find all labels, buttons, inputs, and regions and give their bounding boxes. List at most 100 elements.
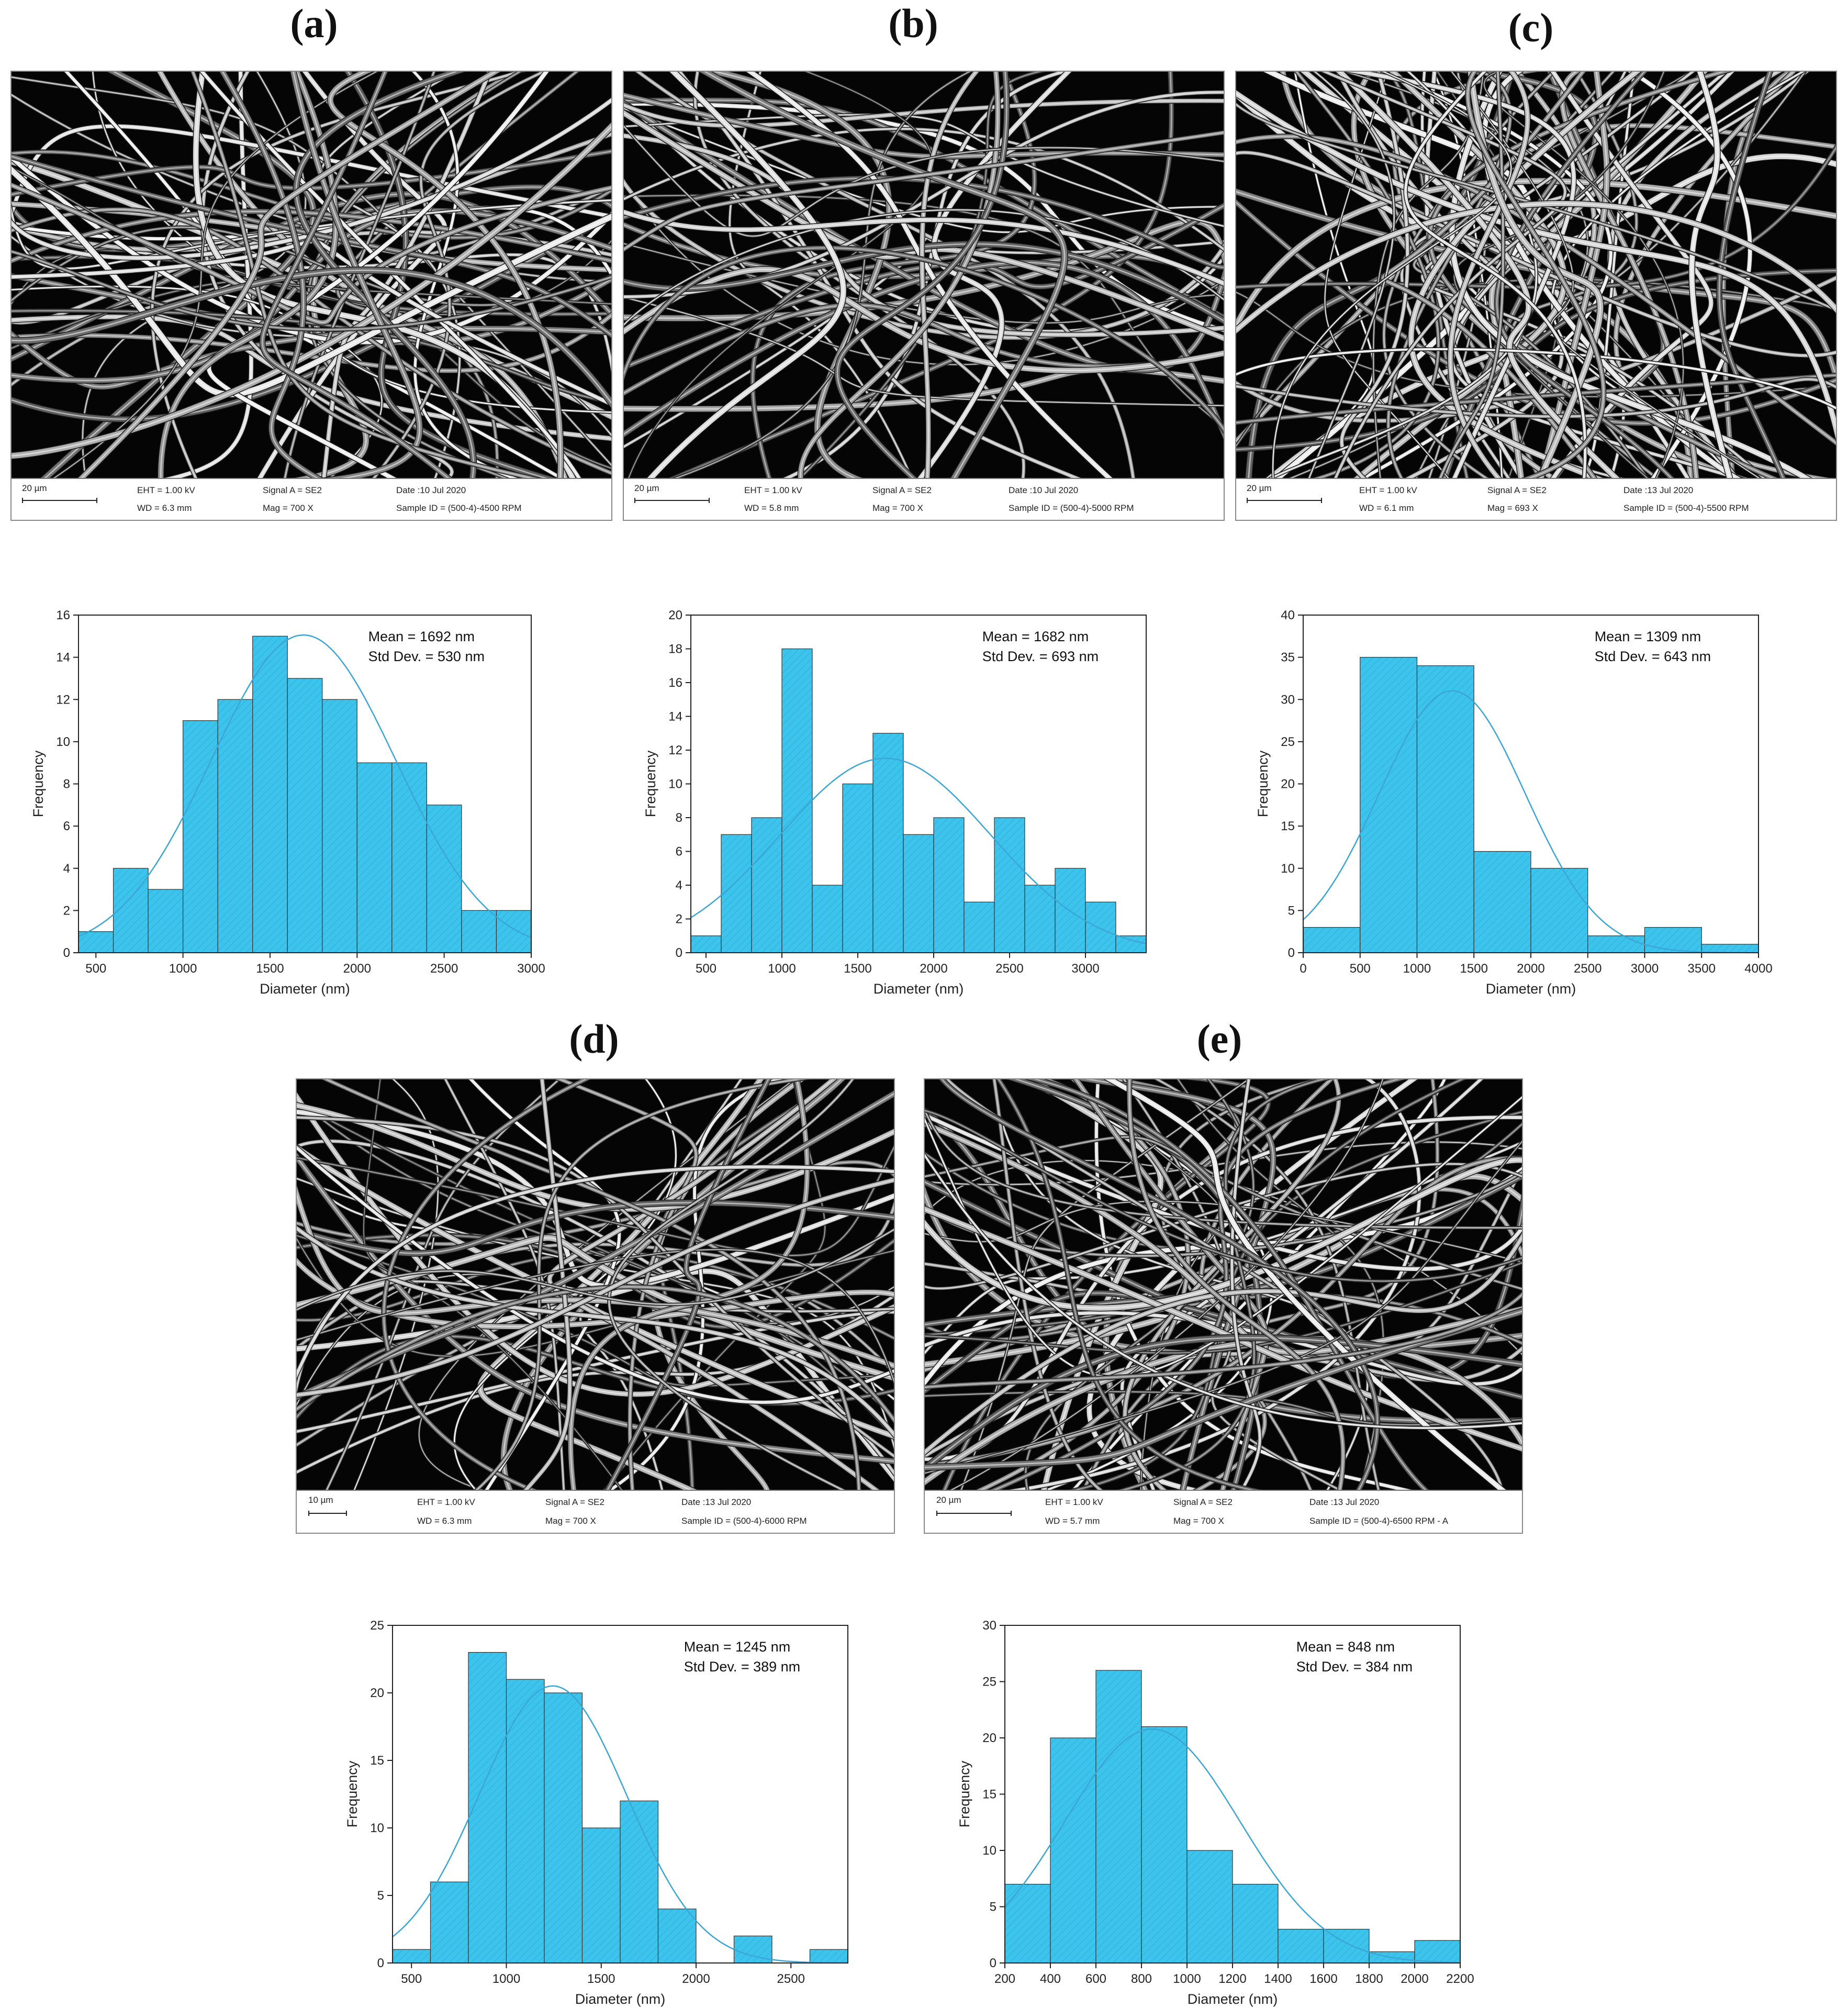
fiber-highlight [925,1293,1522,1388]
scale-label: 20 µm [1247,483,1272,493]
fiber-highlight [949,1079,1383,1491]
x-tick-label: 200 [994,1972,1015,1986]
y-tick-label: 6 [63,819,70,833]
fiber-highlight [152,72,521,479]
fiber-highlight [925,1164,1522,1289]
sample-id-value: Sample ID = (500-4)-5500 RPM [1623,503,1749,513]
fiber-highlight [925,1168,1522,1384]
sem-image-d: 10 µm EHT = 1.00 kV WD = 6.3 mm Signal A… [296,1078,895,1534]
fiber-highlight [1325,72,1450,479]
histogram-bar [391,762,427,953]
histogram-e: 200 400 600 800 1000 1200 1400 1600 1800 2000 2200… [947,1617,1481,2007]
x-tick-label: 2000 [682,1972,710,1986]
wd-value: WD = 6.3 mm [417,1516,472,1526]
histogram-bar [657,1909,697,1964]
fiber-highlight [921,72,977,479]
x-tick-label: 2500 [1574,962,1601,976]
histogram-bar [430,1881,469,1964]
fiber-highlight [293,72,420,479]
mag-value: Mag = 700 X [263,503,313,513]
fiber-highlight [1450,72,1528,479]
fiber-highlight [325,1079,859,1491]
panel-label-a: (a) [290,1,338,46]
fiber-micrograph [624,72,1224,479]
histogram-bar [781,648,813,953]
fiber-highlight [383,1079,587,1491]
signal-value: Signal A = SE2 [545,1497,604,1507]
fiber-highlight [1119,1079,1325,1491]
fiber-highlight [1236,203,1836,331]
histogram-bar [356,762,393,953]
histogram-b: 500 1000 1500 2000 2500 3000 0 2 4 6 8 10 12 14 16 18 20… [633,607,1151,1010]
y-tick-label: 5 [990,1900,996,1914]
sample-id-value: Sample ID = (500-4)-5000 RPM [1009,503,1134,513]
histogram-bar [1186,1850,1233,1964]
panel-label-d: (d) [569,1016,619,1062]
fiber-highlight [960,1079,1249,1491]
y-tick-label: 0 [990,1956,996,1970]
histogram-bar [1473,851,1531,953]
histogram-bar [1055,868,1086,953]
fiber-highlight [12,155,611,336]
fiber-highlight [649,72,844,479]
bars [1004,1670,1461,1964]
fiber-highlight [679,72,1080,479]
fiber-highlight [624,132,1224,250]
fibers [925,1079,1522,1491]
wd-value: WD = 6.3 mm [137,503,192,513]
fiber-highlight [326,1079,560,1491]
histogram-d: 500 1000 1500 2000 2500 0 5 10 15 20 25 Diameter (n… [335,1617,858,2007]
histogram-bar [1587,935,1645,953]
y-tick-label: 5 [377,1889,384,1903]
x-tick-label: 4000 [1744,962,1772,976]
fiber-highlight [12,184,611,323]
fiber-highlight [1124,1079,1339,1491]
fiber-highlight [1470,72,1601,479]
histogram-a: 500 1000 1500 2000 2500 3000 0 2 4 6 8 10 12 14 16 Diam… [21,607,545,1010]
sem-image-c: 20 µm EHT = 1.00 kV WD = 6.1 mm Signal A… [1235,71,1837,521]
scale-label: 20 µm [634,483,659,493]
fiber-highlight [925,1310,1522,1468]
histogram-bar [113,868,149,953]
y-tick-label: 0 [377,1956,384,1970]
eht-value: EHT = 1.00 kV [1359,485,1417,495]
fiber-highlight [925,1348,1522,1457]
sem-info-bar: 20 µm EHT = 1.00 kV WD = 6.1 mm Signal A… [1236,478,1836,520]
x-tick-label: 800 [1131,1972,1152,1986]
y-tick-label: 20 [1281,777,1295,791]
eht-value: EHT = 1.00 kV [1045,1497,1103,1507]
fiber-micrograph [12,72,611,479]
x-tick-label: 1200 [1218,1972,1246,1986]
fiber-highlight [167,72,252,479]
signal-value: Signal A = SE2 [872,485,932,495]
histogram-bar [1004,1883,1051,1964]
y-tick-label: 20 [668,608,682,622]
fiber-highlight [695,72,1024,479]
histogram-bar [1414,1940,1461,1964]
sem-image-e: 20 µm EHT = 1.00 kV WD = 5.7 mm Signal A… [924,1078,1523,1534]
date-value: Date :10 Jul 2020 [1009,485,1079,495]
x-tick-label: 400 [1040,1972,1061,1986]
fiber-highlight [836,72,1007,479]
y-tick-label: 6 [676,845,682,859]
fiber-highlight [704,72,1066,479]
histogram-bar [812,885,843,953]
wd-value: WD = 5.7 mm [1045,1516,1100,1526]
x-axis-title: Diameter (nm) [260,981,350,997]
mag-value: Mag = 700 X [1173,1516,1224,1526]
x-tick-label: 3000 [1071,962,1099,976]
mag-value: Mag = 700 X [545,1516,596,1526]
y-tick-label: 16 [668,676,682,690]
scale-bar [634,498,710,503]
fiber-highlight [1236,104,1836,310]
sem-info-bar: 20 µm EHT = 1.00 kV WD = 6.3 mm Signal A… [12,478,611,520]
y-axis-title: Frequency [957,1760,972,1827]
histogram-bar [544,1692,583,1964]
fiber-highlight [80,72,497,479]
fiber-highlight [1236,349,1836,409]
x-tick-label: 1600 [1309,1972,1337,1986]
y-tick-label: 15 [1281,819,1295,833]
scale-bar [1247,498,1322,503]
x-tick-label: 500 [401,1972,422,1986]
fiber-highlight [1236,202,1836,424]
